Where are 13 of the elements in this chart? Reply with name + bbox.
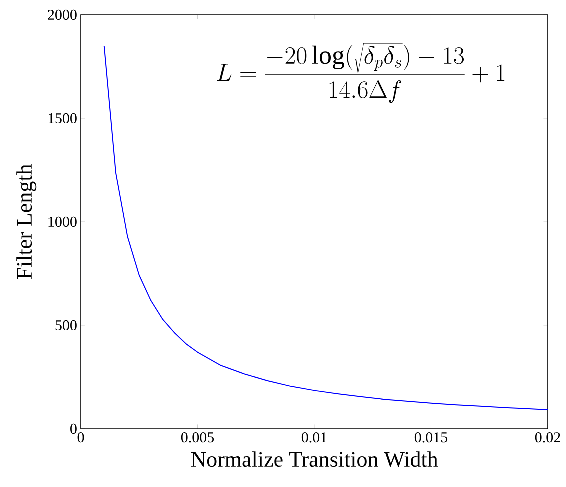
y-tick-label: 500 (56, 320, 77, 331)
x-tick-label: 0.01 (302, 432, 327, 443)
y-tick-label: 1500 (48, 113, 77, 124)
y-tick-label: 1000 (48, 216, 77, 228)
y-tick-label: 2000 (48, 10, 77, 20)
x-tick-label: 0 (78, 432, 84, 443)
y-axis-title: Filter Length (16, 164, 37, 280)
x-tick-label: 0.02 (535, 432, 560, 443)
x-tick-label: 0.015 (414, 432, 448, 443)
y-tick-label: 0 (70, 424, 77, 434)
x-tick-label: 0.005 (181, 432, 214, 443)
annotation: $L=\frac{-20\log(\sqrt{\delta_p\delta_s})-13}{14.6\Delta f}+1$ (217, 43, 505, 104)
x-axis-title: Normalize Transition Width (191, 452, 438, 468)
